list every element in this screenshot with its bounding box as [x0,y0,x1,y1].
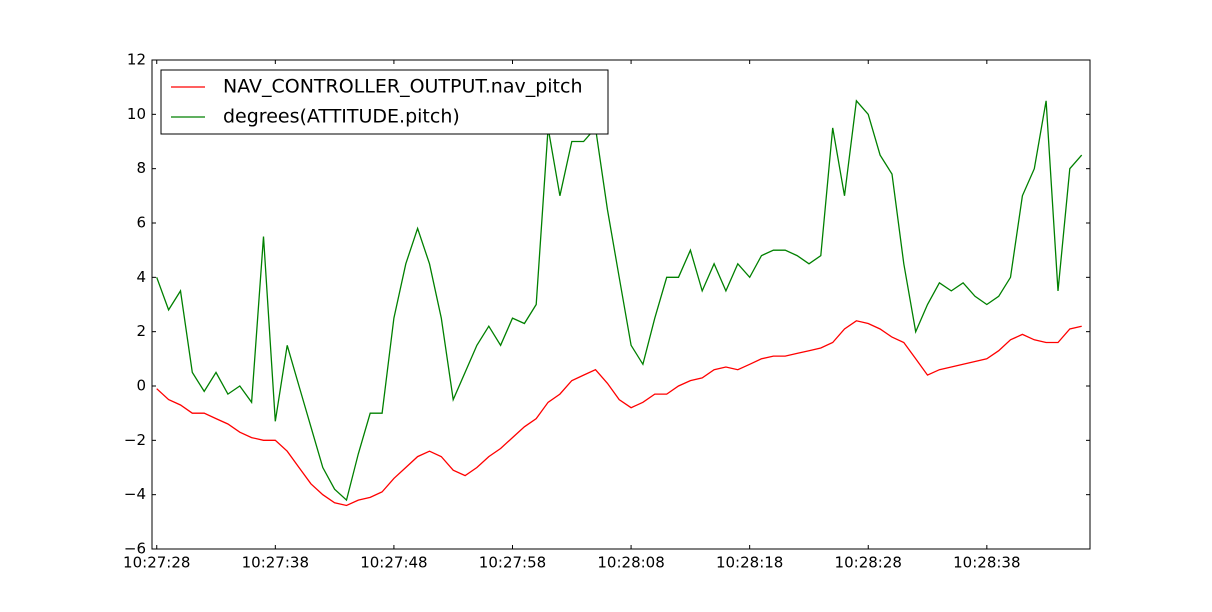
legend-label: degrees(ATTITUDE.pitch) [223,106,460,128]
y-tick-label: 6 [136,214,146,232]
plot-frame [151,59,1091,550]
x-tick-label: 10:28:18 [716,554,783,572]
x-tick-label: 10:27:28 [123,554,190,572]
y-tick-label: 4 [136,268,146,286]
line-series [156,99,1083,502]
y-tick-label: −2 [124,431,146,449]
legend-box [160,69,609,135]
x-tick-label: 10:27:48 [360,554,427,572]
x-tick-label: 10:28:08 [597,554,664,572]
x-tick-label: 10:27:38 [242,554,309,572]
x-tick-label: 10:28:38 [953,554,1020,572]
y-tick-label: 0 [136,377,146,395]
y-tick-label: 8 [136,159,146,177]
y-tick-label: 2 [136,322,146,340]
y-tick-label: −4 [124,485,146,503]
y-tick-label: 10 [127,105,146,123]
y-tick-label: −6 [124,540,146,558]
y-tick-label: 12 [127,51,146,69]
x-tick-label: 10:28:28 [835,554,902,572]
x-tick-label: 10:27:58 [479,554,546,572]
legend-label: NAV_CONTROLLER_OUTPUT.nav_pitch [223,76,583,98]
line-series [156,320,1082,507]
